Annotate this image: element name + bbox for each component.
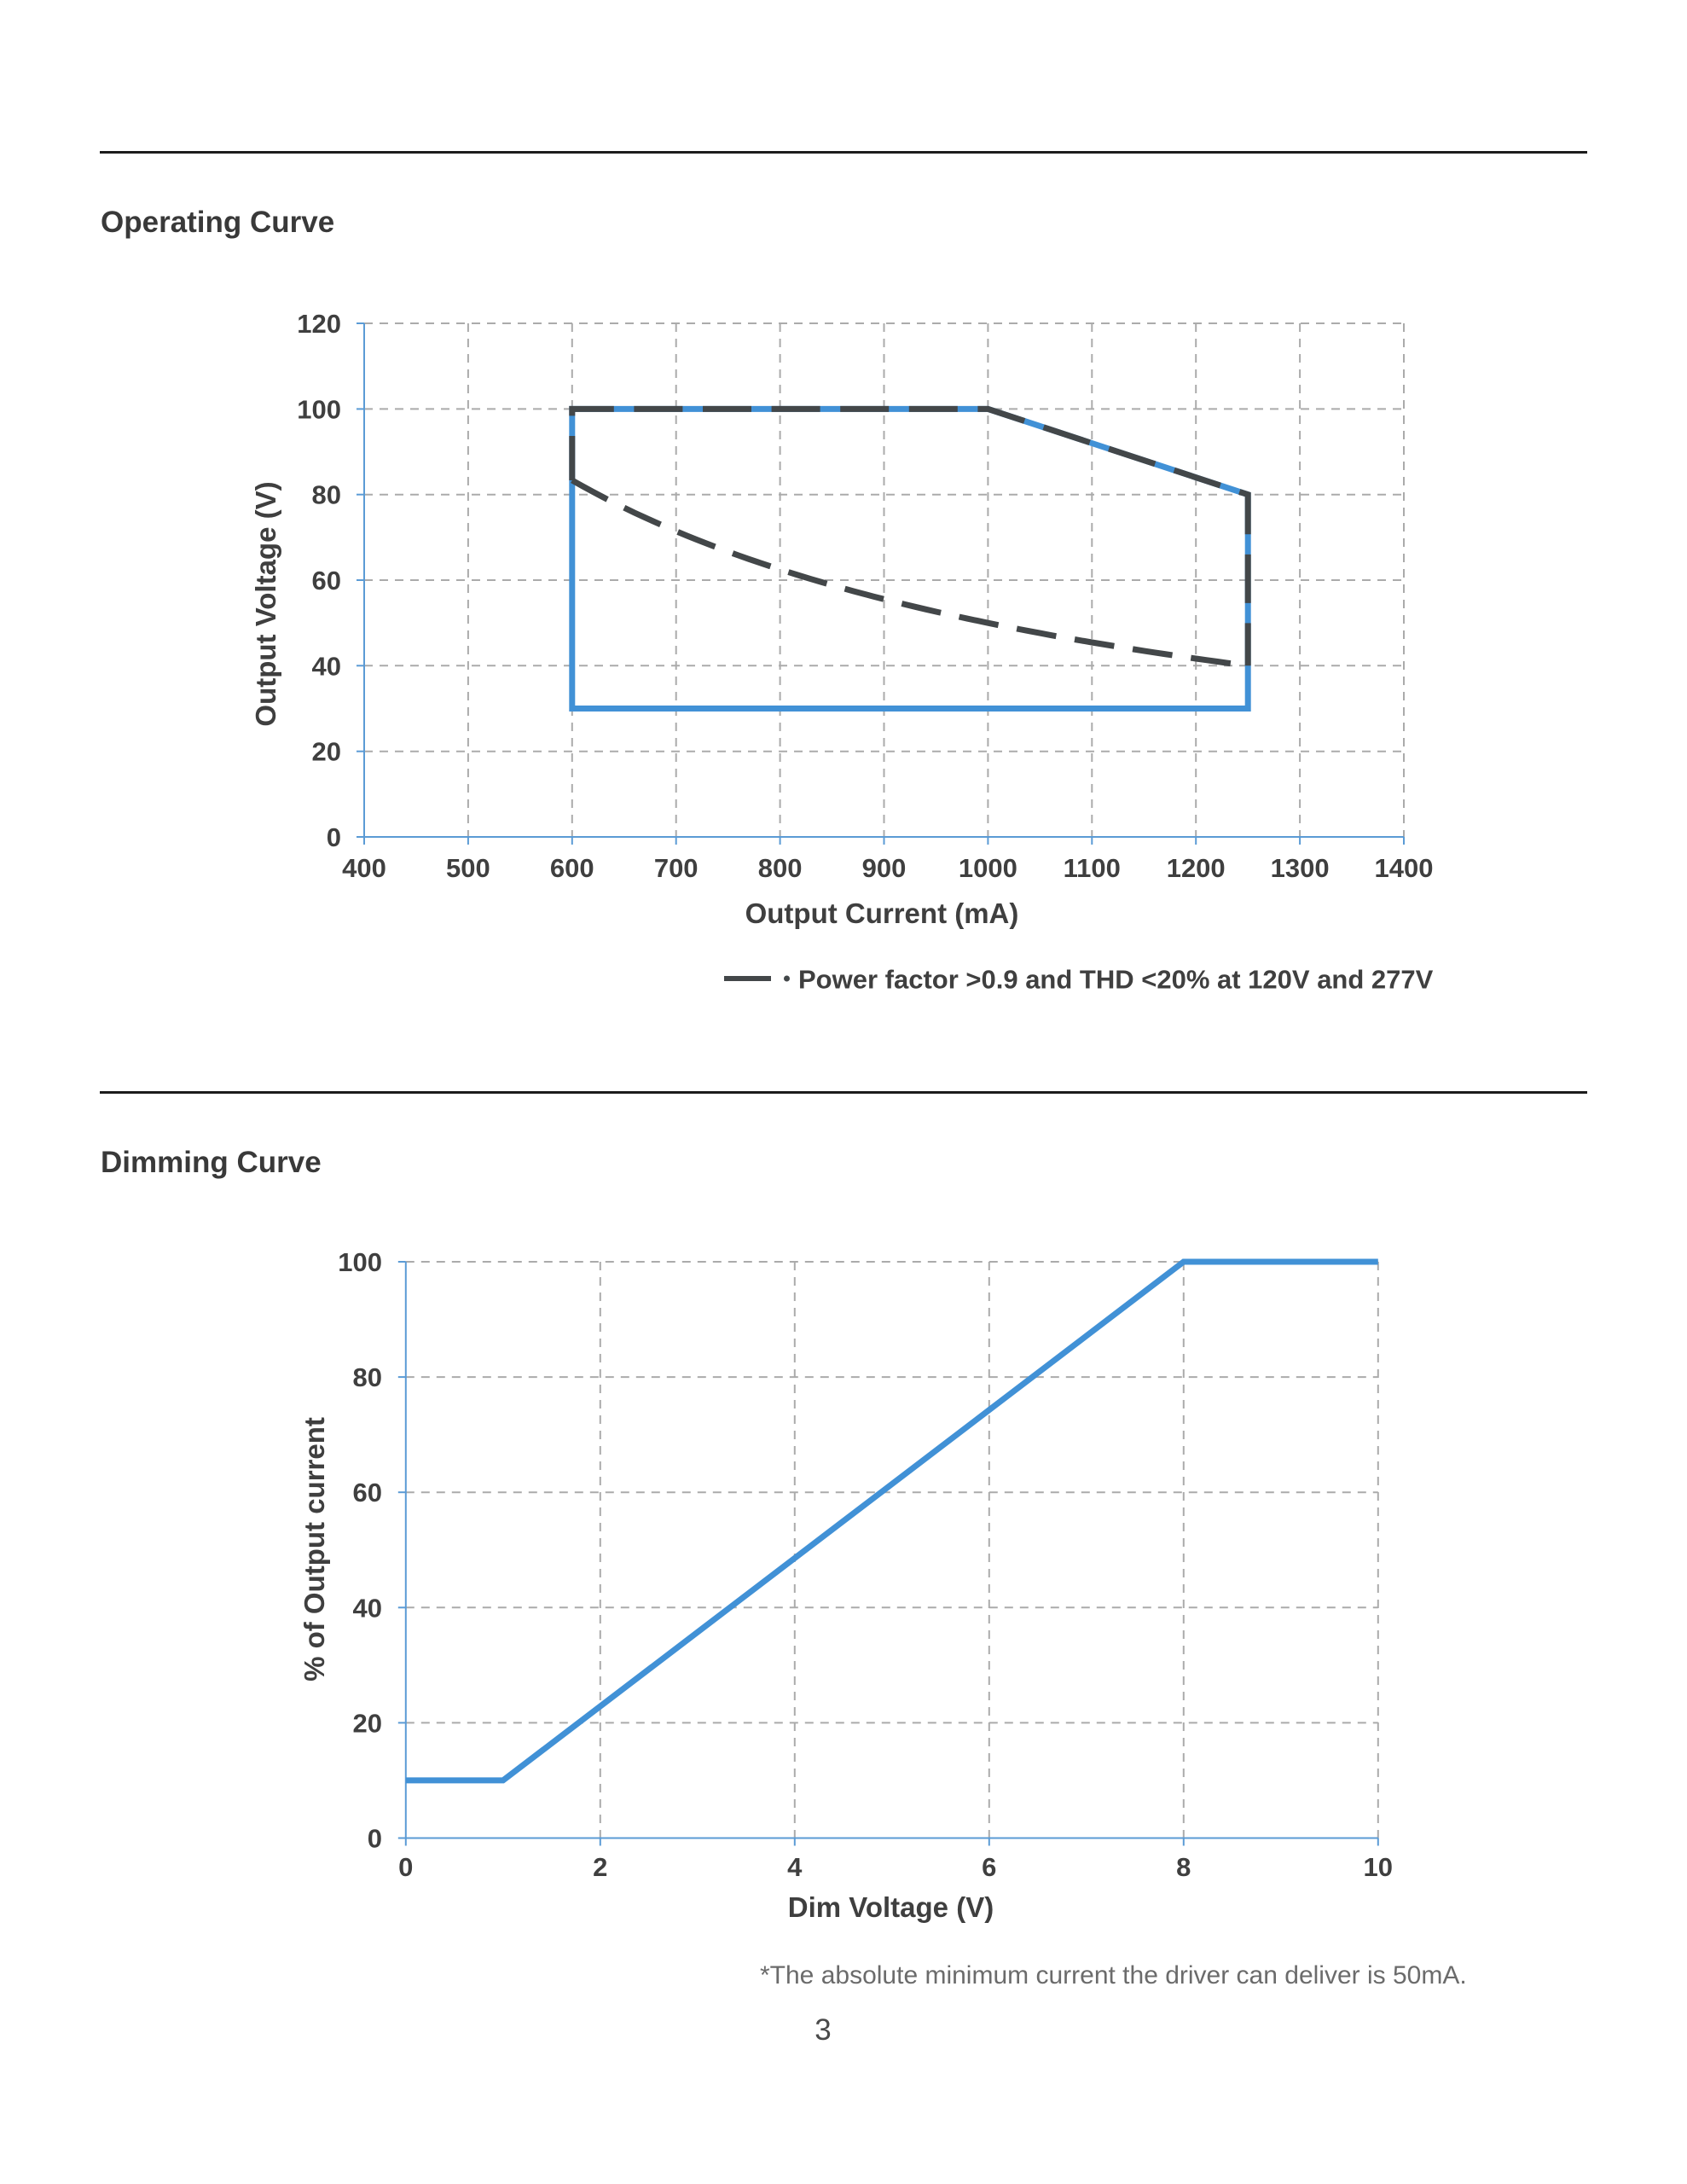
svg-text:4: 4 — [787, 1852, 803, 1882]
svg-text:600: 600 — [550, 853, 594, 883]
svg-text:800: 800 — [758, 853, 803, 883]
svg-text:Output Voltage (V): Output Voltage (V) — [250, 481, 281, 726]
svg-text:Operating Curve: Operating Curve — [101, 206, 334, 239]
svg-text:500: 500 — [446, 853, 490, 883]
svg-text:*The absolute minimum current: *The absolute minimum current the driver… — [760, 1961, 1467, 1989]
svg-text:400: 400 — [342, 853, 386, 883]
svg-text:1300: 1300 — [1271, 853, 1330, 883]
svg-text:2: 2 — [593, 1852, 607, 1882]
svg-text:1000: 1000 — [959, 853, 1017, 883]
svg-text:700: 700 — [654, 853, 699, 883]
svg-text:Power factor >0.9 and THD <20%: Power factor >0.9 and THD <20% at 120V a… — [798, 965, 1434, 995]
svg-text:10: 10 — [1364, 1852, 1393, 1882]
svg-text:20: 20 — [312, 737, 341, 767]
svg-text:% of Output current: % of Output current — [299, 1417, 330, 1682]
svg-text:Dimming Curve: Dimming Curve — [101, 1146, 322, 1179]
svg-text:1100: 1100 — [1064, 853, 1121, 883]
svg-text:100: 100 — [338, 1247, 382, 1277]
svg-text:20: 20 — [353, 1708, 382, 1738]
svg-text:80: 80 — [353, 1362, 382, 1392]
svg-text:60: 60 — [353, 1478, 382, 1507]
svg-text:120: 120 — [297, 309, 341, 339]
svg-text:Dim Voltage (V): Dim Voltage (V) — [788, 1891, 994, 1923]
svg-text:6: 6 — [982, 1852, 996, 1882]
svg-text:8: 8 — [1176, 1852, 1191, 1882]
svg-text:0: 0 — [327, 822, 341, 852]
svg-text:Output Current (mA): Output Current (mA) — [745, 897, 1019, 929]
svg-text:1200: 1200 — [1167, 853, 1226, 883]
svg-text:900: 900 — [862, 853, 907, 883]
svg-text:100: 100 — [297, 394, 341, 424]
svg-text:0: 0 — [398, 1852, 413, 1882]
svg-text:0: 0 — [368, 1824, 382, 1854]
svg-text:3: 3 — [815, 2013, 831, 2047]
svg-text:60: 60 — [312, 566, 341, 595]
svg-text:80: 80 — [312, 480, 341, 510]
svg-text:40: 40 — [353, 1593, 382, 1623]
svg-text:40: 40 — [312, 651, 341, 681]
svg-text:1400: 1400 — [1375, 853, 1434, 883]
